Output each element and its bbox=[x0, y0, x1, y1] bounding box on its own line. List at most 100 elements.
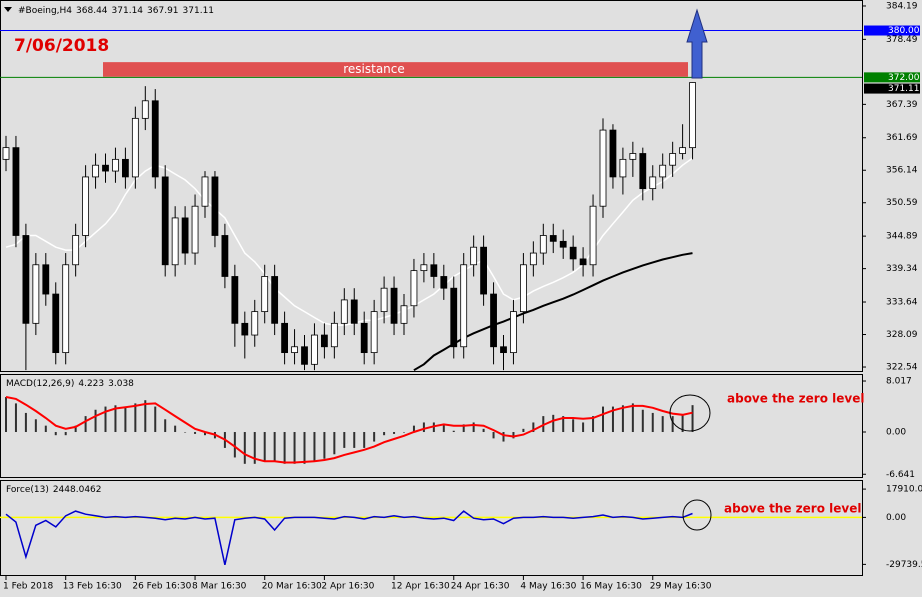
y-tick-label: -6.641 bbox=[886, 470, 915, 480]
histogram-bar bbox=[482, 428, 485, 433]
candle-body bbox=[330, 322, 338, 348]
candle-body bbox=[141, 100, 149, 119]
readout-value: 367.91 bbox=[147, 6, 179, 16]
candle-body bbox=[410, 270, 418, 307]
x-tick-label: 16 May 16:30 bbox=[580, 582, 642, 592]
histogram-bar bbox=[14, 403, 17, 433]
candle-body bbox=[102, 164, 109, 172]
level-tag-label: 380.00 bbox=[888, 26, 920, 36]
candle-body bbox=[261, 276, 269, 313]
candle-body bbox=[609, 129, 617, 178]
moving-average bbox=[5, 157, 693, 326]
highlight-circle bbox=[682, 499, 712, 531]
candle-body bbox=[669, 153, 677, 166]
histogram-bar bbox=[651, 412, 654, 433]
histogram-bar bbox=[512, 432, 515, 439]
panel-content bbox=[5, 396, 694, 464]
title: Force(13) bbox=[6, 485, 49, 495]
level-tag bbox=[864, 72, 920, 83]
histogram-bar bbox=[243, 432, 246, 464]
histogram-bar bbox=[631, 403, 634, 433]
title: #Boeing,H4 bbox=[18, 6, 72, 16]
histogram-bar bbox=[144, 400, 147, 433]
force-line bbox=[5, 510, 693, 565]
y-tick-label: 344.89 bbox=[886, 232, 918, 242]
candle-body bbox=[679, 147, 686, 154]
candle-body bbox=[430, 264, 438, 277]
candle-body bbox=[131, 117, 139, 178]
readout-value: 371.14 bbox=[112, 6, 144, 16]
histogram-bar bbox=[641, 409, 644, 433]
panel-title: Force(13) 2448.0462 bbox=[6, 485, 102, 495]
last-price-label: 371.11 bbox=[888, 84, 920, 94]
x-tick-label: 1 Feb 2018 bbox=[3, 582, 54, 592]
candle-body bbox=[340, 299, 348, 324]
histogram-bar bbox=[54, 432, 57, 436]
y-tick-label: 17910.07 bbox=[886, 485, 922, 495]
candle-body bbox=[241, 322, 249, 336]
candle-body bbox=[440, 276, 448, 289]
candle-body bbox=[390, 287, 398, 324]
histogram-bar bbox=[671, 416, 674, 433]
y-tick-label: -29739.54 bbox=[886, 560, 922, 570]
resistance-label: resistance bbox=[343, 62, 405, 76]
candle-body bbox=[510, 311, 517, 354]
panel-title: #Boeing,H4 368.44 371.14 367.91 371.11 bbox=[18, 6, 214, 16]
x-tick-label: 20 Mar 16:30 bbox=[262, 582, 322, 592]
last-price-tag bbox=[864, 83, 920, 94]
candle-body bbox=[311, 334, 318, 365]
candle-body bbox=[2, 147, 10, 160]
histogram-bar bbox=[472, 422, 475, 433]
candle-body bbox=[689, 82, 696, 149]
resistance-zone bbox=[103, 62, 688, 77]
x-tick-label: 24 Apr 16:30 bbox=[451, 582, 510, 592]
candle-body bbox=[639, 153, 647, 190]
histogram-bar bbox=[124, 406, 127, 433]
panel-content bbox=[0, 510, 862, 565]
candle-body bbox=[171, 217, 179, 266]
candle-body bbox=[460, 264, 468, 348]
histogram-bar bbox=[114, 405, 117, 433]
candle-body bbox=[52, 293, 60, 354]
candle-body bbox=[659, 164, 667, 178]
candle-body bbox=[400, 305, 408, 324]
candle-body bbox=[470, 246, 478, 266]
candle-body bbox=[112, 158, 119, 172]
y-tick-label: 367.39 bbox=[886, 100, 918, 110]
histogram-bar bbox=[393, 432, 396, 434]
histogram-bar bbox=[363, 432, 366, 448]
histogram-bar bbox=[5, 397, 7, 433]
histogram-bar bbox=[64, 432, 67, 436]
histogram-bar bbox=[582, 422, 585, 433]
highlight-circle bbox=[669, 394, 711, 432]
y-tick-label: 378.49 bbox=[886, 35, 918, 45]
panel-frame bbox=[0, 480, 863, 576]
histogram-bar bbox=[373, 432, 376, 442]
histogram-bar bbox=[313, 432, 316, 461]
histogram-bar bbox=[522, 428, 525, 433]
x-tick-label: 13 Feb 16:30 bbox=[63, 582, 122, 592]
decorations bbox=[669, 8, 712, 531]
histogram-bar bbox=[691, 405, 694, 433]
histogram-bar bbox=[323, 432, 326, 459]
readout-value: 368.44 bbox=[76, 6, 108, 16]
candle-body bbox=[649, 176, 657, 190]
y-tick-label: 8.017 bbox=[886, 377, 912, 387]
histogram-bar bbox=[552, 414, 555, 433]
candle-body bbox=[549, 235, 557, 242]
candle-body bbox=[450, 287, 458, 348]
candle-body bbox=[559, 240, 567, 248]
x-tick-label: 8 Mar 16:30 bbox=[192, 582, 247, 592]
y-tick-label: 322.54 bbox=[886, 363, 918, 373]
x-tick-label: 12 Apr 16:30 bbox=[391, 582, 450, 592]
readout-value: 2448.0462 bbox=[53, 485, 102, 495]
candle-body bbox=[251, 311, 259, 336]
histogram-bar bbox=[283, 432, 286, 464]
up-arrow bbox=[686, 8, 708, 79]
y-tick-label: 356.14 bbox=[886, 166, 918, 176]
readout-value: 371.11 bbox=[183, 6, 215, 16]
histogram-bar bbox=[84, 416, 87, 433]
candle-body bbox=[619, 158, 627, 178]
histogram-bar bbox=[184, 432, 187, 433]
